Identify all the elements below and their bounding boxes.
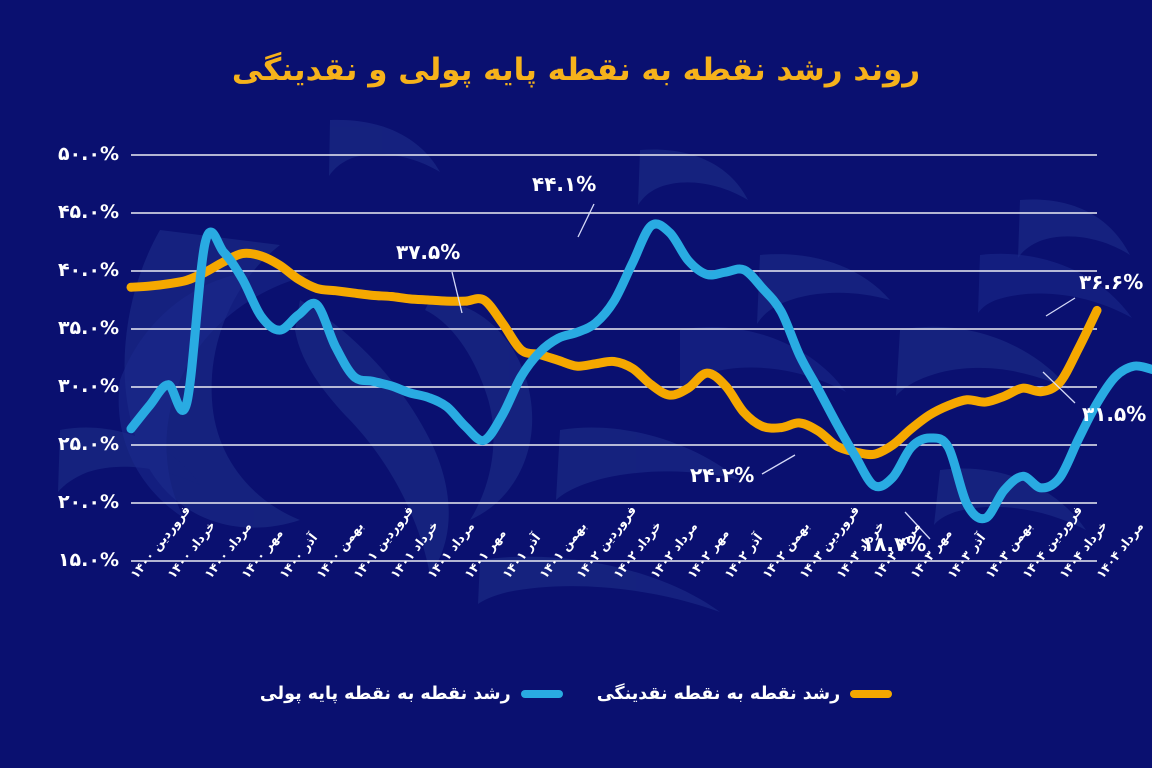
leader-24-2 [761, 454, 796, 475]
chart-title: روند رشد نقطه به نقطه پایه پولی و نقدینگ… [231, 52, 921, 88]
series-line-liquidity [126, 248, 1102, 460]
annotation-leaders [451, 203, 1076, 540]
y-tick-label: ۵۰.۰% [57, 143, 119, 165]
annotation-31-5: ۳۱.۵% [1082, 402, 1147, 426]
annotation-24-2: ۲۴.۲% [690, 463, 755, 487]
y-tick-label: ۴۰.۰% [57, 259, 119, 281]
annotation-36-6: ۳۶.۶% [1079, 270, 1144, 294]
legend-item-monetary-base[interactable]: رشد نقطه به نقطه پایه پولی [260, 684, 563, 704]
leader-31-5 [1042, 371, 1076, 404]
leader-18-7 [904, 511, 931, 540]
gridlines [131, 154, 1097, 562]
y-tick-label: ۴۵.۰% [57, 201, 119, 223]
chart-legend: رشد نقطه به نقطه نقدینگی رشد نقطه به نقط… [0, 684, 1152, 704]
y-tick-label: ۱۵.۰% [57, 549, 119, 571]
y-tick-label: ۲۰.۰% [57, 491, 119, 513]
annotation-37-5: ۳۷.۵% [396, 240, 461, 264]
series-lines [126, 219, 1152, 524]
annotation-44-1: ۴۴.۱% [532, 172, 597, 196]
leader-37-5 [451, 271, 463, 314]
series-line-monetary-base [126, 219, 1152, 524]
y-tick-label: ۳۵.۰% [57, 317, 119, 339]
leader-44-1 [577, 203, 595, 238]
legend-label-monetary-base: رشد نقطه به نقطه پایه پولی [259, 684, 511, 704]
y-tick-label: ۳۰.۰% [57, 375, 119, 397]
leader-36-6 [1045, 297, 1076, 317]
annotation-18-7: ۱۸.۷% [862, 532, 927, 556]
legend-label-liquidity: رشد نقطه به نقطه نقدینگی [596, 684, 841, 704]
legend-item-liquidity[interactable]: رشد نقطه به نقطه نقدینگی [596, 684, 893, 704]
legend-swatch-monetary-base [520, 690, 563, 698]
y-tick-label: ۲۵.۰% [57, 433, 119, 455]
legend-swatch-liquidity [850, 690, 893, 698]
